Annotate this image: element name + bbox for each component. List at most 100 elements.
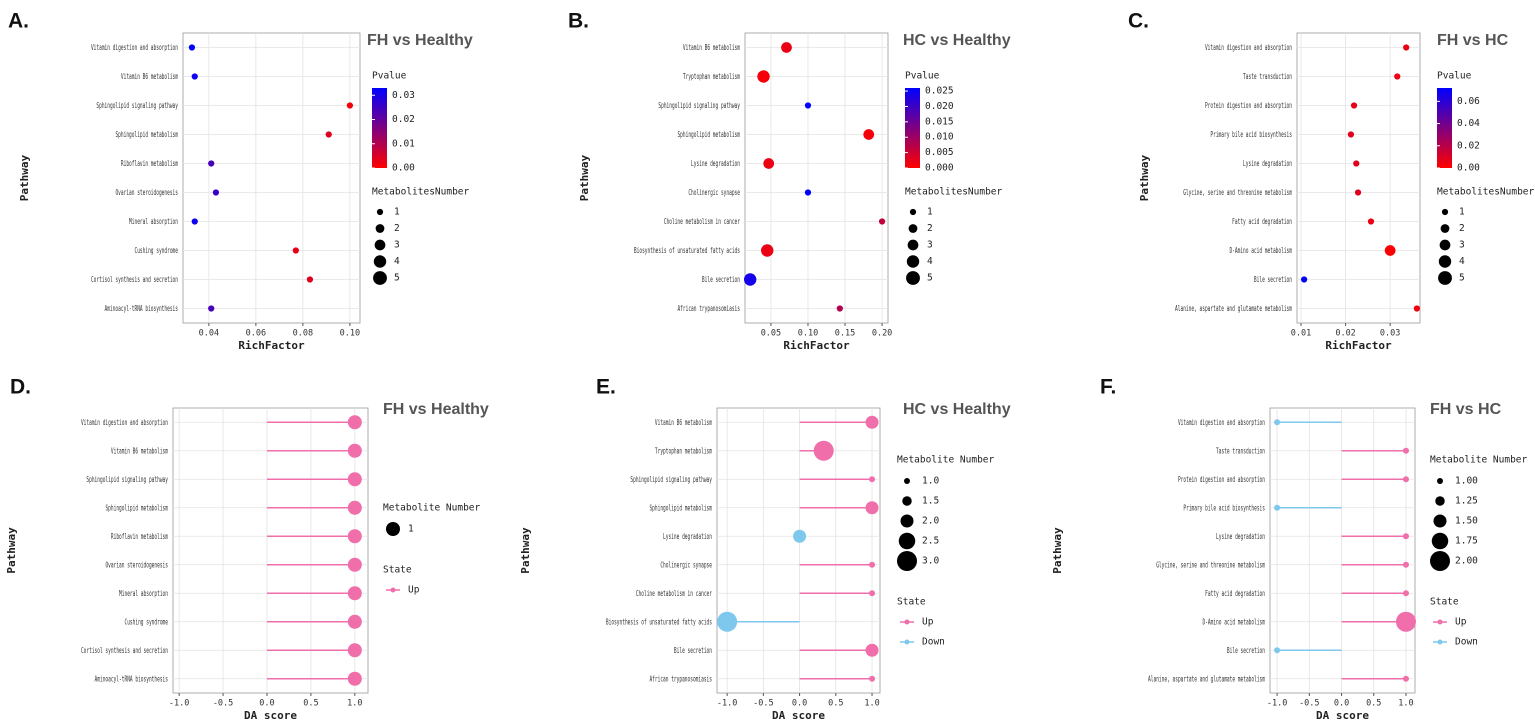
category-label: Sphingolipid signaling pathway [658, 101, 740, 110]
legend-title: State [897, 597, 926, 608]
legend-bubble [376, 208, 384, 216]
plot-area [172, 407, 369, 694]
legend-bubble [902, 496, 912, 506]
legend-label: 4 [1459, 256, 1465, 267]
lollipop-head [347, 671, 362, 686]
category-label: Bile secretion [702, 275, 740, 284]
legend-bubble [1435, 496, 1445, 506]
legend-label: 3 [927, 240, 933, 251]
x-tick-label: -1.0 [717, 699, 737, 709]
category-label: Mineral absorption [119, 589, 168, 598]
bubble [1384, 245, 1396, 256]
lollipop-head [865, 415, 879, 429]
plot-area [716, 407, 881, 694]
legend-label: 1 [927, 207, 933, 218]
x-tick-label: 0.10 [340, 329, 360, 339]
x-tick-label: 0.5 [303, 699, 318, 709]
plot-area [182, 32, 361, 324]
legend-label: 2.00 [1455, 556, 1478, 567]
category-label: Bile secretion [1254, 275, 1292, 284]
category-label: Biosynthesis of unsaturated fatty acids [606, 617, 712, 626]
legend-title: Metabolite Number [383, 503, 481, 514]
legend-label: 4 [394, 256, 400, 267]
color-tick-label: 0.010 [925, 132, 954, 143]
category-label: Mineral absorption [129, 217, 178, 226]
bubble [1367, 218, 1375, 225]
bubble [757, 70, 770, 83]
y-axis-title: Pathway [1051, 527, 1064, 574]
legend-bubble [1431, 532, 1449, 550]
legend-bubble [375, 224, 385, 233]
x-tick-label: 0.10 [798, 329, 818, 339]
x-tick-label: 0.0 [792, 699, 807, 709]
category-label: African trypanosomiasis [677, 304, 740, 313]
x-tick-label: 1.0 [1398, 699, 1413, 709]
lollipop-head [1274, 504, 1281, 511]
color-tick-label: 0.020 [925, 101, 954, 112]
color-tick-label: 0.025 [925, 86, 954, 97]
legend-title: State [1430, 597, 1459, 608]
x-tick-label: 0.03 [1380, 329, 1400, 339]
x-tick-label: 0.08 [293, 329, 313, 339]
lollipop-head [813, 440, 834, 461]
x-tick-label: 0.05 [761, 329, 781, 339]
legend-bubble [1441, 208, 1449, 216]
bubble [804, 189, 812, 196]
x-tick-label: -0.5 [1299, 699, 1319, 709]
lollipop-head [347, 443, 362, 458]
panel: -1.0 -0.5 0.0 0.5 1.0 Vitamin B6 metabolism Tr… [519, 376, 1011, 722]
lollipop-head [1402, 533, 1409, 540]
category-label: Aminoacyl-tRNA biosynthesis [95, 674, 169, 683]
legend-title: Metabolite Number [1430, 455, 1528, 466]
category-label: Protein digestion and absorption [1178, 475, 1265, 484]
category-label: Sphingolipid metabolism [677, 130, 740, 139]
category-label: Bile secretion [674, 646, 712, 655]
color-tick-label: 0.000 [925, 163, 954, 174]
category-label: Cushing syndrome [134, 246, 178, 255]
legend-title: MetabolitesNumber [372, 187, 470, 198]
legend-label: 5 [394, 273, 400, 284]
legend-label: 1 [394, 207, 400, 218]
category-label: Vitamin digestion and absorption [91, 43, 178, 52]
color-tick-label: 0.01 [392, 138, 415, 149]
category-label: Cholinergic synapse [660, 560, 712, 569]
category-label: Cholinergic synapse [688, 188, 740, 197]
lollipop-head [1402, 476, 1409, 483]
chart-title: FH vs HC [1430, 401, 1502, 418]
x-tick-label: 0.01 [1291, 329, 1311, 339]
lollipop-head [1402, 561, 1409, 568]
legend-label: 1.50 [1455, 516, 1478, 527]
legend-key [1437, 619, 1443, 625]
category-label: Lysine degradation [1216, 532, 1265, 541]
x-tick-label: 1.0 [347, 699, 362, 709]
bubble [1353, 160, 1360, 167]
category-label: Protein digestion and absorption [1205, 101, 1292, 110]
legend-label: Down [922, 637, 945, 648]
bubble [763, 158, 775, 169]
bubble [212, 189, 220, 196]
category-label: Vitamin B6 metabolism [111, 446, 168, 455]
legend-bubble [373, 271, 387, 285]
category-label: Vitamin digestion and absorption [81, 418, 168, 427]
panel: -1.0 -0.5 0.0 0.5 1.0 Vitamin digestion and a… [1051, 376, 1528, 722]
bubble [1394, 73, 1401, 80]
legend-label: 1.0 [922, 476, 939, 487]
bubble [188, 44, 196, 51]
category-label: Sphingolipid signaling pathway [630, 475, 712, 484]
legend-bubble [908, 224, 918, 233]
color-bar [1437, 88, 1452, 168]
lollipop-head [347, 614, 362, 629]
legend-bubble [1430, 551, 1450, 571]
lollipop-head [717, 611, 738, 632]
bubble [346, 102, 353, 109]
lollipop-head [1274, 647, 1281, 654]
category-label: Primary bile acid biosynthesis [1210, 130, 1292, 139]
category-label: Sphingolipid signaling pathway [86, 475, 168, 484]
legend-label: 1.00 [1455, 476, 1478, 487]
category-label: Choline metabolism in cancer [636, 589, 712, 598]
category-label: Vitamin digestion and absorption [1178, 418, 1265, 427]
lollipop-head [1402, 447, 1409, 454]
legend-bubble [906, 271, 920, 285]
lollipop-head [1274, 419, 1281, 426]
category-label: Cortisol synthesis and secretion [81, 646, 168, 655]
